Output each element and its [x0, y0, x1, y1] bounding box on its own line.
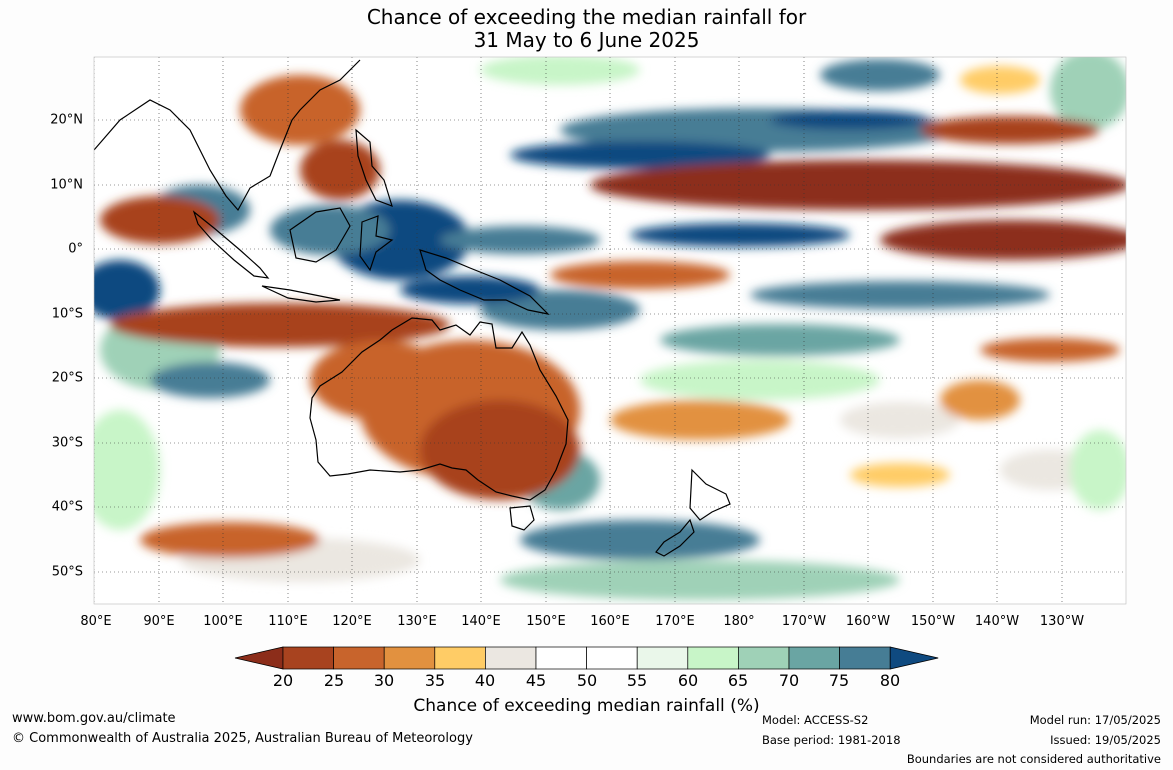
colorbar-tick: 45: [525, 671, 547, 690]
map-frame: [93, 56, 1127, 605]
rainfall-anomaly-field: [94, 57, 1126, 600]
new-zealand-north-coastline: [689, 468, 731, 521]
australia-coastline: [309, 317, 569, 501]
lon-label: 150°W: [910, 614, 956, 629]
lon-label: 80°E: [80, 614, 112, 629]
colorbar-label: Chance of exceeding median rainfall (%): [413, 696, 760, 716]
lon-label: 130°W: [1039, 614, 1085, 629]
borneo-coastline: [289, 207, 351, 263]
lon-label: 110°E: [268, 614, 308, 629]
colorbar-segment: [687, 646, 739, 670]
lon-label: 140°W: [974, 614, 1020, 629]
colorbar-segment: [586, 646, 638, 670]
new-zealand-south-coastline: [655, 518, 695, 557]
disclaimer-text: Boundaries are not considered authoritat…: [906, 752, 1161, 766]
colorbar-tick: 40: [474, 671, 496, 690]
sumatra-coastline: [192, 210, 270, 279]
lon-label: 120°E: [332, 614, 372, 629]
tasmania-coastline: [509, 505, 535, 531]
lat-label: 30°S: [51, 435, 83, 451]
colorbar-segment: [434, 646, 486, 670]
map-title-line1: Chance of exceeding the median rainfall …: [366, 5, 807, 29]
colorbar-tick: 65: [727, 671, 749, 690]
java-coastline: [261, 285, 341, 303]
lat-label: 0°: [68, 241, 83, 257]
colorbar-tick: 55: [626, 671, 648, 690]
lon-label: 130°E: [397, 614, 437, 629]
new-guinea-coastline: [419, 249, 550, 315]
lat-label: 10°S: [51, 306, 83, 322]
lon-label: 160°W: [845, 614, 891, 629]
lon-label: 150°E: [526, 614, 566, 629]
asia-coastline: [94, 59, 361, 212]
lon-label: 170°W: [781, 614, 827, 629]
colorbar-segment: [535, 646, 587, 670]
colorbar-segment: [485, 646, 537, 670]
colorbar-tick: 30: [373, 671, 395, 690]
colorbar-segment: [282, 646, 334, 670]
base-period-text: Base period: 1981-2018: [762, 733, 901, 747]
colorbar-tick: 25: [323, 671, 345, 690]
lon-label: 90°E: [143, 614, 175, 629]
colorbar-tick: 60: [677, 671, 699, 690]
colorbar-segment: [738, 646, 790, 670]
colorbar-tick: 20: [272, 671, 294, 690]
colorbar-tick: 50: [576, 671, 598, 690]
copyright-text: © Commonwealth of Australia 2025, Austra…: [12, 731, 473, 746]
colorbar-tick: 80: [879, 671, 901, 690]
lon-label: 170°E: [655, 614, 695, 629]
colorbar-arrow-high: [889, 646, 939, 670]
lon-label: 100°E: [203, 614, 243, 629]
colorbar-segment: [383, 646, 436, 670]
colorbar-segment: [636, 646, 689, 670]
lon-label: 140°E: [461, 614, 501, 629]
sulawesi-coastline: [359, 215, 394, 272]
lat-label: 20°S: [51, 370, 83, 386]
colorbar-tick: 35: [424, 671, 446, 690]
colorbar-segment: [333, 646, 385, 670]
colorbar-tick: 75: [828, 671, 850, 690]
model-text: Model: ACCESS-S2: [762, 713, 869, 727]
website-link[interactable]: www.bom.gov.au/climate: [12, 711, 176, 726]
lat-label: 40°S: [51, 499, 83, 515]
colorbar-segment: [788, 646, 840, 670]
colorbar: [234, 646, 939, 670]
colorbar-arrow-low: [234, 646, 284, 670]
lat-label: 20°N: [50, 112, 83, 128]
rainfall-map: [93, 56, 1127, 605]
map-title-line2: 31 May to 6 June 2025: [473, 28, 700, 52]
coastlines: [94, 59, 731, 557]
graticule: [94, 57, 1126, 604]
colorbar-segment: [839, 646, 891, 670]
lon-label: 160°E: [590, 614, 630, 629]
issued-text: Issued: 19/05/2025: [1050, 733, 1161, 747]
lat-label: 10°N: [50, 177, 83, 193]
colorbar-tick: 70: [778, 671, 800, 690]
model-run-text: Model run: 17/05/2025: [1029, 713, 1161, 727]
lon-label: 180°: [723, 614, 755, 629]
lat-label: 50°S: [51, 564, 83, 580]
philippines-coastline: [355, 128, 393, 207]
